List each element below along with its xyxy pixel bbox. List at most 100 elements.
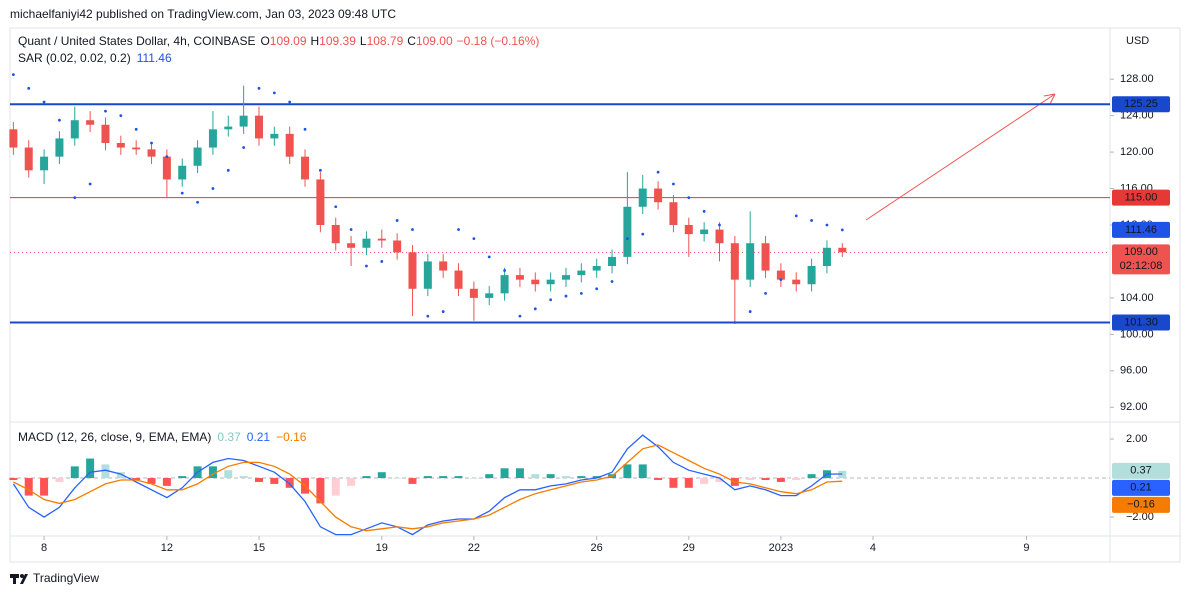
sar-dot <box>272 91 276 95</box>
sar-dot <box>441 310 445 313</box>
sar-dot <box>625 237 629 241</box>
histogram-bar <box>393 478 402 479</box>
sar-dot <box>426 314 430 318</box>
candle-body <box>316 179 325 225</box>
histogram-value: 0.37 <box>217 430 241 444</box>
sar-dot <box>411 228 414 231</box>
sar-dot <box>533 307 537 311</box>
sar-dot <box>211 187 215 190</box>
x-tick-label: 22 <box>468 542 480 554</box>
histogram-bar <box>515 468 524 479</box>
candle-body <box>239 115 248 127</box>
price-badge <box>1112 314 1170 331</box>
sar-dot <box>42 100 46 104</box>
candle-body <box>162 156 171 180</box>
histogram-bar <box>469 478 478 479</box>
sar-dot <box>196 200 199 204</box>
price-badge <box>1112 96 1170 113</box>
histogram-bar <box>40 478 49 496</box>
symbol-title: Quant / United States Dollar, 4h, COINBA… <box>18 34 255 48</box>
histogram-bar <box>116 472 125 479</box>
candle-body <box>439 261 448 271</box>
candle-body <box>132 147 141 150</box>
histogram-bar <box>24 478 33 496</box>
candle-body <box>178 165 187 180</box>
histogram-bar <box>55 478 64 482</box>
sar-dot <box>764 291 767 295</box>
price-badge <box>1112 244 1170 275</box>
candle-body <box>807 266 816 285</box>
candle-body <box>608 256 617 267</box>
histogram-bar <box>70 466 79 479</box>
histogram-bar <box>423 476 432 479</box>
candle-body <box>500 275 509 294</box>
candle-body <box>55 138 64 157</box>
macd-value: 0.21 <box>247 430 271 444</box>
candle-body <box>208 129 217 148</box>
brand: TradingView <box>33 571 99 585</box>
candle-body <box>331 225 340 244</box>
histogram-bar <box>331 478 340 496</box>
sar-dot <box>733 321 737 324</box>
sar-legend: SAR (0.02, 0.02, 0.2) 111.46 <box>18 51 172 65</box>
price-badge-label: 111.46 <box>1125 224 1157 236</box>
sar-dot <box>503 269 506 272</box>
x-tick-label: 29 <box>683 542 695 554</box>
histogram-bar <box>715 478 724 482</box>
price-badge-label: −0.16 <box>1127 499 1155 511</box>
candle-body <box>101 124 110 143</box>
candle-body <box>838 247 847 253</box>
histogram-bar <box>700 478 709 484</box>
sar-dot <box>226 168 230 172</box>
histogram-bar <box>669 478 678 488</box>
projection-arrow <box>865 93 1056 221</box>
sar-dot <box>303 127 307 131</box>
candle-body <box>669 202 678 225</box>
candle-body <box>408 252 417 289</box>
sar-dot <box>165 155 169 159</box>
candle-body <box>116 142 125 148</box>
y-tick-label: 92.00 <box>1120 401 1148 413</box>
x-tick-label: 15 <box>253 542 265 554</box>
sar-dot <box>150 141 153 145</box>
candle-body <box>224 126 233 130</box>
histogram-bar <box>254 478 263 482</box>
x-tick-label: 4 <box>870 542 876 554</box>
countdown-label: 02:12:08 <box>1120 260 1163 272</box>
sar-dot <box>180 191 184 195</box>
sar-dot <box>11 73 15 77</box>
histogram-bar <box>592 476 601 479</box>
y-tick-label: 128.00 <box>1120 73 1154 85</box>
candle-body <box>654 188 663 203</box>
candle-body <box>638 188 647 207</box>
histogram-bar <box>746 478 755 480</box>
candle-body <box>531 279 540 285</box>
y-tick-label: 2.00 <box>1126 433 1147 445</box>
sar-dot <box>687 196 691 200</box>
candle-body <box>822 247 831 267</box>
symbol-legend: Quant / United States Dollar, 4h, COINBA… <box>18 34 539 48</box>
price-change: −0.18 (−0.16%) <box>457 34 540 48</box>
candle-body <box>592 266 601 271</box>
histogram-bar <box>239 476 248 479</box>
sar-dot <box>656 170 660 174</box>
candle-body <box>469 288 478 298</box>
histogram-bar <box>224 470 233 479</box>
histogram-bar <box>208 466 217 479</box>
sar-dot <box>288 100 292 104</box>
sar-dot <box>73 196 77 200</box>
ohlc-value: 109.39 <box>319 34 356 48</box>
signal-value: −0.16 <box>276 430 307 444</box>
price-badge-label: 101.30 <box>1124 316 1158 328</box>
histogram-bar <box>178 476 187 479</box>
sar-dot <box>58 118 61 122</box>
price-badge <box>1112 479 1170 496</box>
arrow-head <box>1043 93 1056 105</box>
sar-dot <box>840 228 844 232</box>
currency: USD <box>1126 35 1149 47</box>
y-tick-label: 100.00 <box>1120 328 1154 340</box>
sar-dot <box>595 287 599 291</box>
histogram-bar <box>362 476 371 479</box>
